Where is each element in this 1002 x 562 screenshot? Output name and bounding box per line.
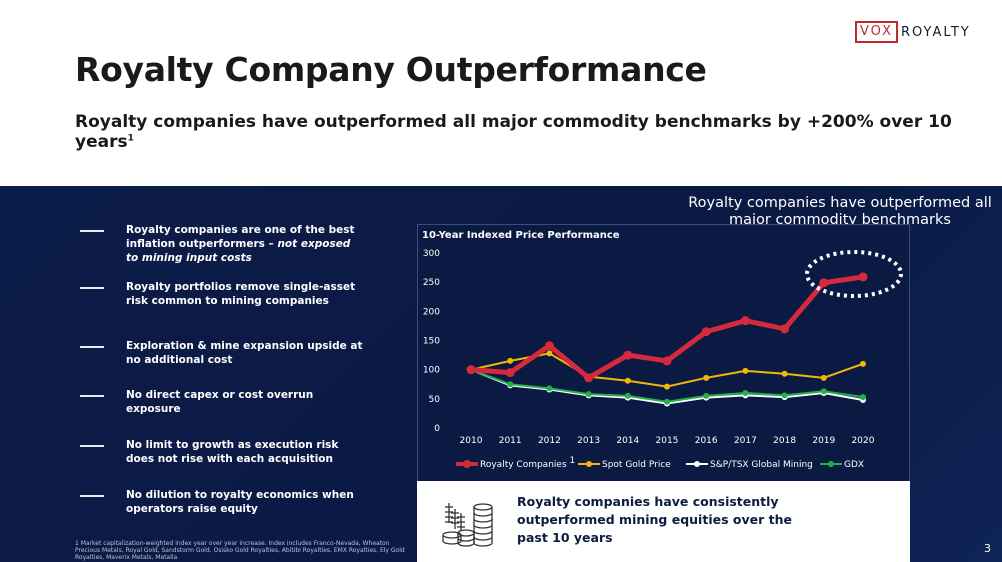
data-point-royalty-companies bbox=[544, 341, 554, 351]
bullet-dash bbox=[80, 287, 104, 289]
bullet-item: Exploration & mine expansion upside at n… bbox=[80, 339, 366, 367]
legend-label-s-p-tsx-global-mining: S&P/TSX Global Mining bbox=[710, 460, 813, 470]
info-box: Royalty companies have consistently outp… bbox=[417, 481, 910, 562]
bullet-text: Royalty companies are one of the best in… bbox=[126, 223, 366, 265]
bullet-dash bbox=[80, 495, 104, 497]
legend-marker-royalty-companies bbox=[463, 460, 471, 468]
info-box-text: Royalty companies have consistently outp… bbox=[517, 494, 792, 545]
bullet-item: Royalty portfolios remove single-asset r… bbox=[80, 280, 366, 308]
data-point-royalty-companies bbox=[701, 327, 711, 337]
logo-vox: VOX bbox=[855, 21, 898, 43]
y-tick-label: 150 bbox=[423, 337, 440, 347]
data-point-royalty-companies bbox=[662, 356, 672, 366]
bullet-dash bbox=[80, 230, 104, 232]
legend-label-spot-gold-price: Spot Gold Price bbox=[602, 460, 671, 470]
legend-label-royalty-companies: Royalty Companies bbox=[480, 460, 567, 470]
x-tick-label: 2014 bbox=[616, 436, 639, 446]
highlight-ellipse-shape bbox=[805, 250, 903, 298]
legend-marker-gdx bbox=[828, 461, 834, 467]
bullet-list: Royalty companies are one of the best in… bbox=[0, 186, 405, 562]
x-tick-label: 2016 bbox=[695, 436, 718, 446]
data-point-spot-gold-price bbox=[624, 377, 631, 384]
data-point-royalty-companies bbox=[740, 316, 750, 326]
data-point-royalty-companies bbox=[780, 324, 790, 334]
data-point-gdx bbox=[585, 391, 592, 398]
price-performance-chart: 10-Year Indexed Price Performance 0 50 100 1… bbox=[422, 230, 875, 470]
data-point-spot-gold-price bbox=[860, 360, 866, 367]
bullet-italic: not exposed to mining input costs bbox=[126, 238, 351, 264]
data-point-spot-gold-price bbox=[546, 350, 553, 357]
coin-stacks-icon bbox=[442, 503, 493, 547]
data-point-gdx bbox=[820, 388, 827, 395]
y-tick-label: 50 bbox=[429, 395, 441, 405]
bullet-text: No direct capex or cost overrun exposure bbox=[126, 389, 314, 415]
footnote: 1 Market capitalization-weighted index y… bbox=[75, 540, 405, 561]
data-point-gdx bbox=[664, 398, 670, 405]
bullet-item: Royalty companies are one of the best in… bbox=[80, 223, 366, 265]
y-tick-label: 300 bbox=[423, 249, 440, 259]
x-tick-label: 2015 bbox=[656, 436, 679, 446]
x-tick-label: 2010 bbox=[460, 436, 483, 446]
logo-royalty: ROYALTY bbox=[900, 24, 971, 40]
bullet-text: Royalty portfolios remove single-asset r… bbox=[126, 281, 356, 307]
subtitle-text: Royalty companies have outperformed all … bbox=[75, 112, 952, 152]
bullet-dash bbox=[80, 395, 104, 397]
legend-marker-s-p-tsx-global-mining bbox=[694, 461, 700, 467]
bullet-dash bbox=[80, 346, 104, 348]
page-title: Royalty Company Outperformance bbox=[75, 50, 707, 89]
legend-label-gdx: GDX bbox=[844, 460, 864, 470]
data-point-royalty-companies bbox=[584, 373, 594, 383]
subtitle-footnote-ref: 1 bbox=[127, 133, 134, 144]
data-point-spot-gold-price bbox=[507, 357, 514, 364]
x-tick-label: 2012 bbox=[538, 436, 561, 446]
bullet-text: Exploration & mine expansion upside at n… bbox=[126, 340, 363, 366]
data-point-royalty-companies bbox=[623, 350, 633, 360]
data-point-gdx bbox=[781, 392, 788, 399]
bullet-item: No limit to growth as execution risk doe… bbox=[80, 438, 366, 466]
x-tick-label: 2011 bbox=[499, 436, 522, 446]
data-point-gdx bbox=[742, 390, 749, 396]
y-tick-label: 200 bbox=[423, 307, 440, 317]
vox-royalty-logo: VOX ROYALTY bbox=[855, 21, 971, 43]
chart-title: 10-Year Indexed Price Performance bbox=[422, 230, 620, 241]
data-point-spot-gold-price bbox=[664, 383, 670, 390]
page-subtitle: Royalty companies have outperformed all … bbox=[75, 112, 1002, 152]
data-point-gdx bbox=[860, 394, 866, 401]
x-tick-label: 2020 bbox=[852, 436, 875, 446]
data-point-spot-gold-price bbox=[742, 367, 749, 374]
bullet-text: No dilution to royalty economics when op… bbox=[126, 489, 354, 515]
legend-marker-spot-gold-price bbox=[586, 461, 592, 467]
data-point-gdx bbox=[507, 381, 514, 388]
y-tick-label: 100 bbox=[423, 366, 440, 376]
content-panel: Royalty companies are one of the best in… bbox=[0, 186, 1002, 562]
legend-footnote-ref: 1 bbox=[570, 456, 576, 466]
x-tick-label: 2013 bbox=[577, 436, 600, 446]
data-point-royalty-companies bbox=[858, 272, 868, 282]
x-tick-label: 2019 bbox=[812, 436, 835, 446]
data-point-gdx bbox=[703, 392, 710, 399]
bullet-plain: Royalty companies are one of the best in… bbox=[126, 224, 355, 250]
page-number: 3 bbox=[984, 542, 991, 555]
bullet-item: No direct capex or cost overrun exposure bbox=[80, 388, 366, 416]
data-point-royalty-companies bbox=[819, 278, 829, 288]
y-tick-label: 250 bbox=[423, 278, 440, 288]
data-point-spot-gold-price bbox=[820, 374, 827, 381]
data-point-gdx bbox=[624, 392, 631, 399]
data-point-royalty-companies bbox=[466, 365, 476, 375]
x-tick-label: 2018 bbox=[773, 436, 796, 446]
data-point-gdx bbox=[546, 385, 553, 392]
y-tick-label: 0 bbox=[434, 424, 440, 434]
bullet-item: No dilution to royalty economics when op… bbox=[80, 488, 366, 516]
data-point-royalty-companies bbox=[505, 368, 515, 378]
bullet-dash bbox=[80, 445, 104, 447]
data-point-spot-gold-price bbox=[781, 370, 788, 377]
highlight-ellipse bbox=[805, 250, 903, 298]
data-point-spot-gold-price bbox=[703, 374, 710, 381]
x-tick-label: 2017 bbox=[734, 436, 757, 446]
bullet-text: No limit to growth as execution risk doe… bbox=[126, 439, 339, 465]
